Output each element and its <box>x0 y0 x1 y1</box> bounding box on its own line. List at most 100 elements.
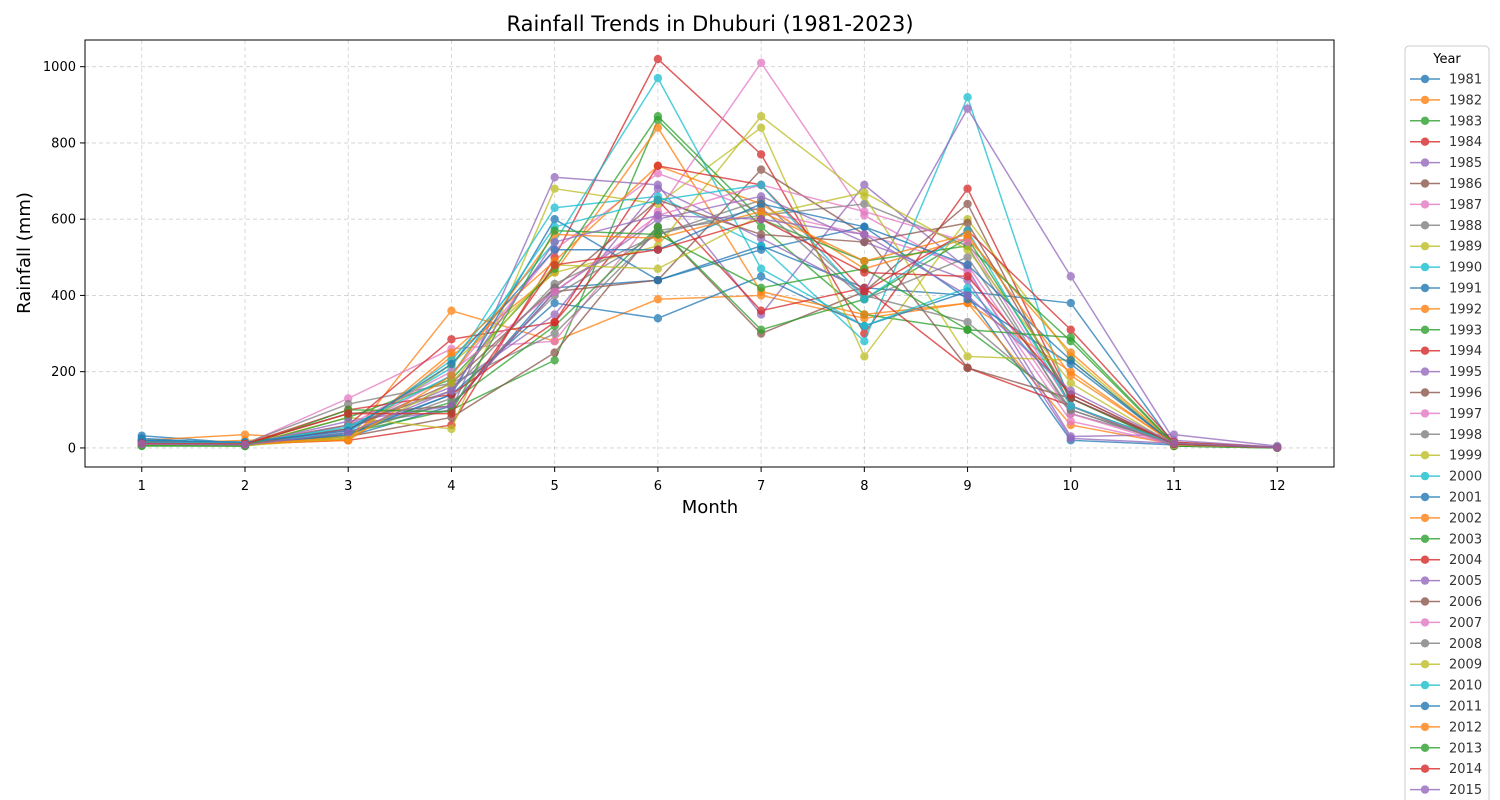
data-point <box>860 352 869 361</box>
data-point <box>756 58 766 68</box>
legend-marker <box>1420 137 1430 146</box>
legend-label: 2009 <box>1449 658 1482 673</box>
legend-item-1986: 1986 <box>1410 177 1482 192</box>
legend-label: 2001 <box>1449 491 1482 506</box>
legend-item-2008: 2008 <box>1410 637 1482 652</box>
data-point <box>447 371 456 380</box>
data-point <box>963 352 972 361</box>
data-point <box>550 214 559 224</box>
legend: Year 19811982198319841985198619871988198… <box>1404 45 1490 800</box>
data-point <box>653 195 663 205</box>
legend-label: 2011 <box>1449 700 1482 715</box>
legend-marker <box>1420 116 1430 126</box>
data-point <box>550 336 559 346</box>
data-point <box>963 317 972 327</box>
legend-marker <box>1420 262 1430 272</box>
data-point <box>447 378 456 388</box>
data-point <box>860 310 869 319</box>
plot-frame <box>84 39 1335 468</box>
data-point <box>756 150 766 159</box>
legend-label: 1992 <box>1449 302 1482 317</box>
data-point <box>756 214 766 224</box>
data-point <box>653 169 663 178</box>
legend-item-2003: 2003 <box>1410 532 1482 547</box>
legend-label: 2013 <box>1449 741 1482 756</box>
data-point <box>860 268 869 277</box>
data-point <box>756 123 766 132</box>
legend-item-1988: 1988 <box>1410 219 1482 234</box>
data-point <box>550 203 559 212</box>
data-point <box>963 230 972 239</box>
y-tick-label: 200 <box>51 365 76 380</box>
legend-marker <box>1420 95 1430 105</box>
legend-marker <box>1420 242 1430 251</box>
data-point <box>137 439 146 449</box>
legend-marker <box>1420 304 1430 314</box>
legend-marker <box>1420 639 1430 648</box>
data-point <box>550 184 559 193</box>
data-point <box>1066 401 1075 411</box>
series-line <box>141 62 1278 449</box>
series-group <box>137 54 1282 453</box>
legend-item-2015: 2015 <box>1410 783 1482 798</box>
legend-item-2005: 2005 <box>1410 574 1482 589</box>
data-point <box>860 295 869 304</box>
legend-label: 1985 <box>1449 156 1482 171</box>
legend-label: 1986 <box>1449 177 1482 192</box>
legend-item-2002: 2002 <box>1410 511 1482 526</box>
legend-label: 1995 <box>1449 365 1482 380</box>
data-point <box>1066 272 1075 281</box>
legend-item-1983: 1983 <box>1410 114 1482 129</box>
legend-label: 2005 <box>1449 574 1482 589</box>
legend-item-2001: 2001 <box>1410 491 1482 506</box>
x-tick-label: 3 <box>344 479 352 494</box>
data-point <box>550 310 559 319</box>
data-point <box>653 73 663 83</box>
legend-item-2006: 2006 <box>1410 595 1482 610</box>
chart-title: Rainfall Trends in Dhuburi (1981-2023) <box>506 12 913 36</box>
x-tick-label: 4 <box>447 479 455 494</box>
legend-marker <box>1420 74 1430 84</box>
data-point <box>860 188 869 197</box>
legend-item-1997: 1997 <box>1410 407 1482 422</box>
data-point <box>653 230 663 239</box>
data-point <box>756 283 766 293</box>
data-point <box>860 321 869 331</box>
legend-item-2010: 2010 <box>1410 679 1482 694</box>
y-tick-label: 1000 <box>43 60 76 75</box>
legend-label: 2002 <box>1449 511 1482 526</box>
legend-marker <box>1420 513 1430 523</box>
series-line <box>141 214 1278 449</box>
data-point <box>756 199 766 209</box>
data-point <box>756 112 766 121</box>
data-point <box>550 348 559 357</box>
data-point <box>653 161 663 171</box>
legend-label: 1999 <box>1449 449 1482 464</box>
data-point <box>653 295 663 304</box>
legend-box <box>1404 45 1490 800</box>
series-line <box>141 210 1278 449</box>
legend-item-1995: 1995 <box>1410 365 1482 380</box>
legend-item-1982: 1982 <box>1410 93 1482 108</box>
legend-item-2007: 2007 <box>1410 616 1482 631</box>
x-tick-label: 5 <box>551 479 559 494</box>
data-point <box>756 222 766 232</box>
data-point <box>1273 443 1282 452</box>
legend-marker <box>1420 555 1430 564</box>
data-point <box>550 237 559 247</box>
data-point <box>447 348 456 357</box>
y-tick-label: 600 <box>51 213 76 228</box>
data-point <box>963 363 972 373</box>
legend-item-1981: 1981 <box>1410 73 1482 88</box>
legend-marker <box>1420 158 1430 167</box>
legend-marker <box>1420 597 1430 606</box>
data-point <box>963 291 972 300</box>
legend-marker <box>1420 743 1430 752</box>
legend-marker <box>1420 430 1430 439</box>
data-point <box>756 230 766 239</box>
data-point <box>1066 356 1075 365</box>
data-point <box>1066 298 1075 308</box>
data-point <box>860 230 869 239</box>
series-line <box>141 218 1278 449</box>
